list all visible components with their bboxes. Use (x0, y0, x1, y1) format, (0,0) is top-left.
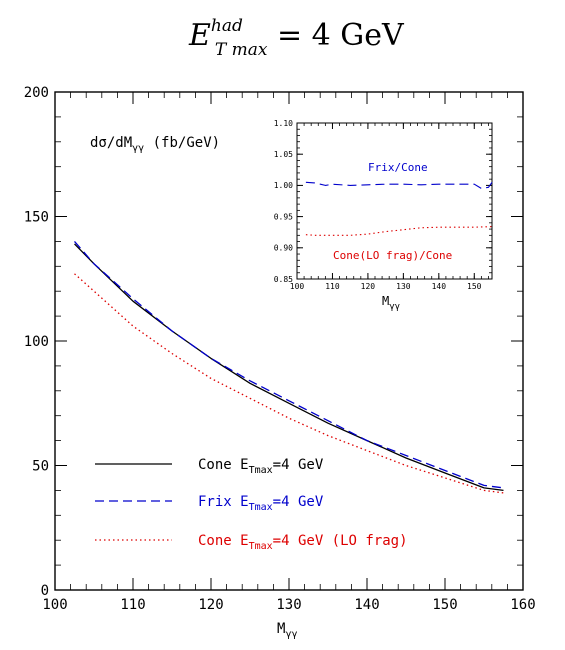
inset-xlabel: Mγγ (382, 294, 400, 312)
inset-ytick-label-0: 0.85 (274, 275, 293, 284)
figure-title-sup: had (211, 16, 243, 36)
inset-xtick-label-2: 120 (361, 282, 376, 291)
inset-label-frix-cone: Frix/Cone (368, 161, 428, 174)
main-xtick-label-0: 100 (42, 597, 67, 613)
inset-xtick-label-0: 100 (290, 282, 305, 291)
main-ytick-label-2: 100 (24, 334, 49, 350)
main-series-line-1 (74, 240, 504, 489)
inset-xtick-label-5: 150 (467, 282, 482, 291)
inset-xtick-label-4: 140 (432, 282, 447, 291)
figure-title: Ehad T max = 4 GeV (188, 16, 405, 60)
main-tick-labels: 100 110 120 130 140 150 160 0 50 100 150 200 (24, 85, 536, 613)
inset-label-cone-lo-frag-cone: Cone(LO frag)/Cone (333, 249, 452, 262)
inset-tick-labels: 100 110 120 130 140 150 0.85 0.90 0.95 1.00 1.05 1.… (274, 119, 482, 291)
inset-ytick-label-1: 0.90 (274, 244, 293, 253)
main-ytick-label-3: 150 (24, 209, 49, 225)
main-xtick-label-1: 110 (120, 597, 145, 613)
inset-ytick-label-4: 1.05 (274, 150, 293, 159)
main-xtick-label-3: 130 (276, 597, 301, 613)
inset-plot-frame (296, 122, 493, 280)
figure-title-main: E (188, 18, 211, 53)
main-chart: 100 110 120 130 140 150 160 0 50 100 150 200 dσ/dMγ… (24, 85, 536, 640)
main-ytick-label-1: 50 (32, 458, 49, 474)
main-xtick-label-2: 120 (198, 597, 223, 613)
main-ticks (54, 91, 524, 591)
main-xtick-label-6: 160 (510, 597, 535, 613)
main-xtick-label-4: 140 (354, 597, 379, 613)
main-xlabel: Mγγ (277, 621, 297, 640)
main-series (74, 240, 504, 494)
inset-xtick-label-1: 110 (325, 282, 340, 291)
inset-ytick-label-2: 0.95 (274, 212, 293, 221)
inset-chart: 100 110 120 130 140 150 0.85 0.90 0.95 1.00 1.05 1.… (274, 119, 493, 312)
figure-title-sub: T max (215, 40, 268, 60)
legend-label-cone-lo-frag: Cone ETmax=4 GeV (LO frag) (198, 533, 408, 552)
inset-series (305, 181, 493, 236)
main-xtick-label-5: 150 (432, 597, 457, 613)
main-ytick-label-4: 200 (24, 85, 49, 101)
inset-ytick-label-3: 1.00 (274, 181, 293, 190)
inset-ytick-label-5: 1.10 (274, 119, 293, 128)
inset-xtick-label-3: 130 (396, 282, 411, 291)
main-plot-frame (54, 91, 524, 591)
main-ylabel-annotation: dσ/dMγγ (fb/GeV) (90, 135, 220, 154)
main-ytick-label-0: 0 (41, 583, 49, 599)
figure-title-rest: = 4 GeV (267, 18, 405, 53)
main-series-line-0 (74, 243, 504, 492)
inset-series-line-1 (305, 226, 493, 236)
legend-label-cone: Cone ETmax=4 GeV (198, 457, 324, 476)
inset-series-line-0 (305, 181, 493, 190)
legend: Cone ETmax=4 GeV Frix ETmax=4 GeV Cone E… (95, 457, 408, 552)
inset-ticks (296, 122, 492, 280)
legend-label-frix: Frix ETmax=4 GeV (198, 494, 324, 513)
